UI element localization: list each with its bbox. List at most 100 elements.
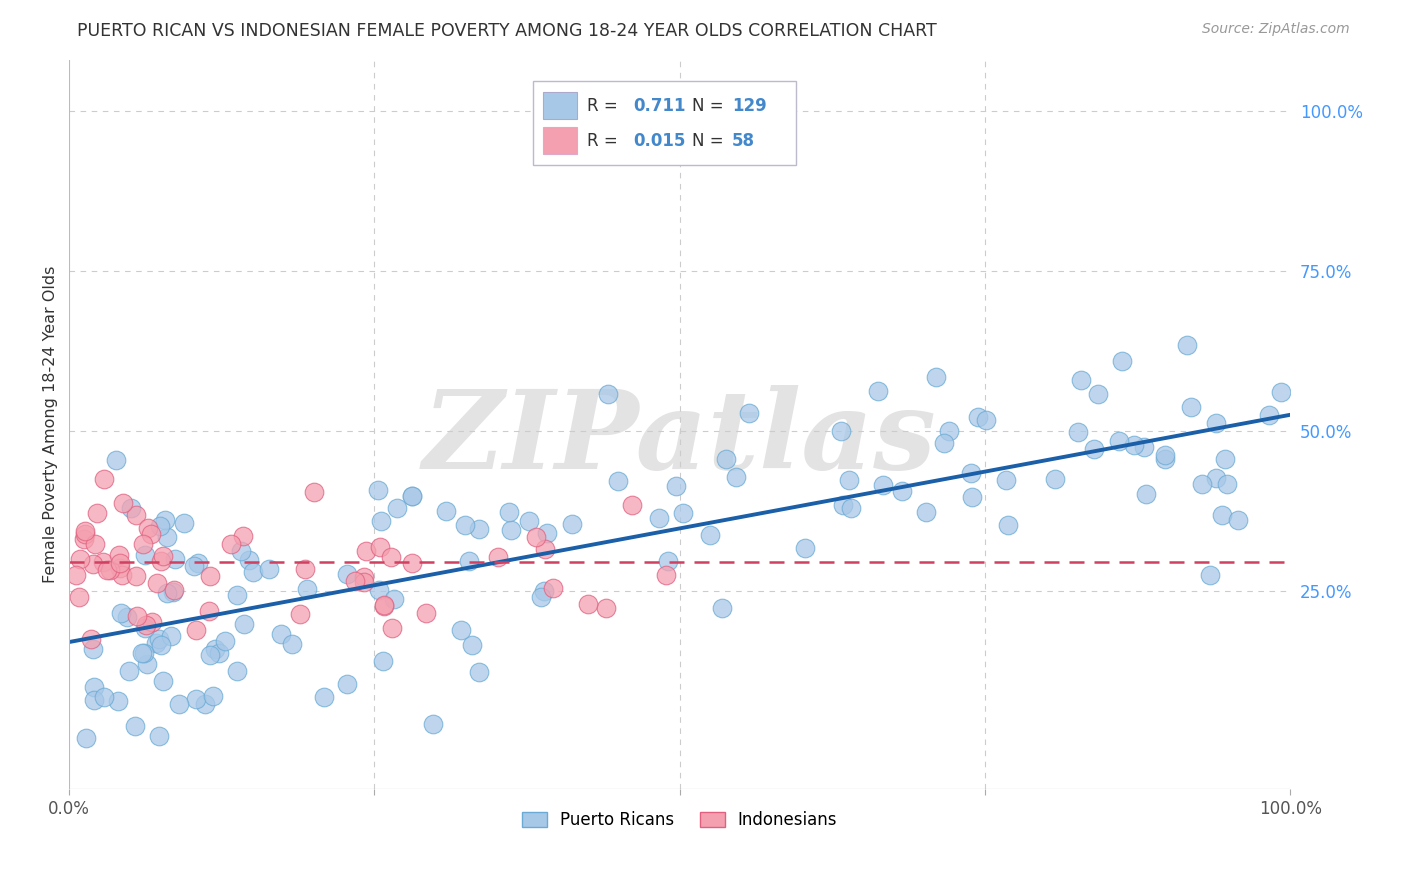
Point <box>257 562 280 576</box>
Point <box>156 530 179 544</box>
Point <box>1083 442 1105 456</box>
Point <box>73 527 96 541</box>
Point <box>467 522 489 536</box>
Point <box>186 556 208 570</box>
Point <box>596 387 619 401</box>
Point <box>962 490 984 504</box>
Point <box>915 505 938 519</box>
Point <box>454 518 477 533</box>
Point <box>974 413 997 427</box>
Point <box>98 563 121 577</box>
Point <box>710 600 733 615</box>
Point <box>336 566 359 581</box>
Point <box>117 665 139 679</box>
Point <box>83 680 105 694</box>
Point <box>716 451 738 466</box>
Point <box>461 638 484 652</box>
Point <box>422 717 444 731</box>
Point <box>1180 400 1202 414</box>
Point <box>1154 448 1177 462</box>
Point <box>368 583 391 598</box>
Point <box>83 537 105 551</box>
Point <box>738 406 761 420</box>
Point <box>868 384 890 399</box>
Point <box>890 484 912 499</box>
Point <box>1067 425 1090 439</box>
Point <box>1175 338 1198 352</box>
Point <box>793 541 815 555</box>
Point <box>561 516 583 531</box>
Point <box>152 549 174 564</box>
Point <box>724 470 747 484</box>
Point <box>838 473 860 487</box>
Point <box>534 541 557 556</box>
Point <box>208 647 231 661</box>
Point <box>1123 437 1146 451</box>
Text: N =: N = <box>692 96 724 114</box>
Point <box>343 574 366 589</box>
Point <box>148 632 170 646</box>
Point <box>124 719 146 733</box>
Point <box>232 529 254 543</box>
Point <box>204 641 226 656</box>
Point <box>93 472 115 486</box>
Point <box>131 646 153 660</box>
Y-axis label: Female Poverty Among 18-24 Year Olds: Female Poverty Among 18-24 Year Olds <box>44 266 58 583</box>
Text: 0.015: 0.015 <box>633 132 686 150</box>
Point <box>1211 508 1233 523</box>
Point <box>1135 487 1157 501</box>
Point <box>82 557 104 571</box>
Point <box>110 568 132 582</box>
Point <box>373 599 395 613</box>
Point <box>107 694 129 708</box>
Point <box>146 575 169 590</box>
Point <box>125 508 148 523</box>
Point <box>132 647 155 661</box>
Point <box>156 585 179 599</box>
Point <box>148 729 170 743</box>
Point <box>225 664 247 678</box>
Point <box>370 514 392 528</box>
Point <box>517 514 540 528</box>
Point <box>270 627 292 641</box>
Point <box>1132 441 1154 455</box>
Point <box>699 527 721 541</box>
Point <box>925 370 948 384</box>
Point <box>1199 568 1222 582</box>
Point <box>160 629 183 643</box>
Point <box>371 654 394 668</box>
Point <box>353 570 375 584</box>
Point <box>1108 434 1130 448</box>
Point <box>1257 409 1279 423</box>
Point <box>112 496 135 510</box>
Point <box>648 511 671 525</box>
Point <box>83 693 105 707</box>
Point <box>108 549 131 563</box>
Text: R =: R = <box>586 96 617 114</box>
Point <box>229 544 252 558</box>
Point <box>457 554 479 568</box>
Text: 129: 129 <box>733 96 766 114</box>
Point <box>65 568 87 582</box>
Point <box>141 615 163 630</box>
Point <box>135 657 157 671</box>
Point <box>498 504 520 518</box>
Point <box>1154 451 1177 466</box>
Point <box>655 567 678 582</box>
Point <box>524 529 547 543</box>
Point <box>434 504 457 518</box>
Text: Source: ZipAtlas.com: Source: ZipAtlas.com <box>1202 22 1350 37</box>
Point <box>367 483 389 498</box>
Point <box>108 560 131 574</box>
Point <box>290 607 312 621</box>
Point <box>173 516 195 530</box>
Point <box>124 568 146 582</box>
Text: 58: 58 <box>733 132 755 150</box>
FancyBboxPatch shape <box>533 81 796 165</box>
Point <box>105 452 128 467</box>
Point <box>194 697 217 711</box>
Point <box>373 599 395 613</box>
Point <box>839 500 862 515</box>
Point <box>214 634 236 648</box>
Bar <box>543 92 576 120</box>
